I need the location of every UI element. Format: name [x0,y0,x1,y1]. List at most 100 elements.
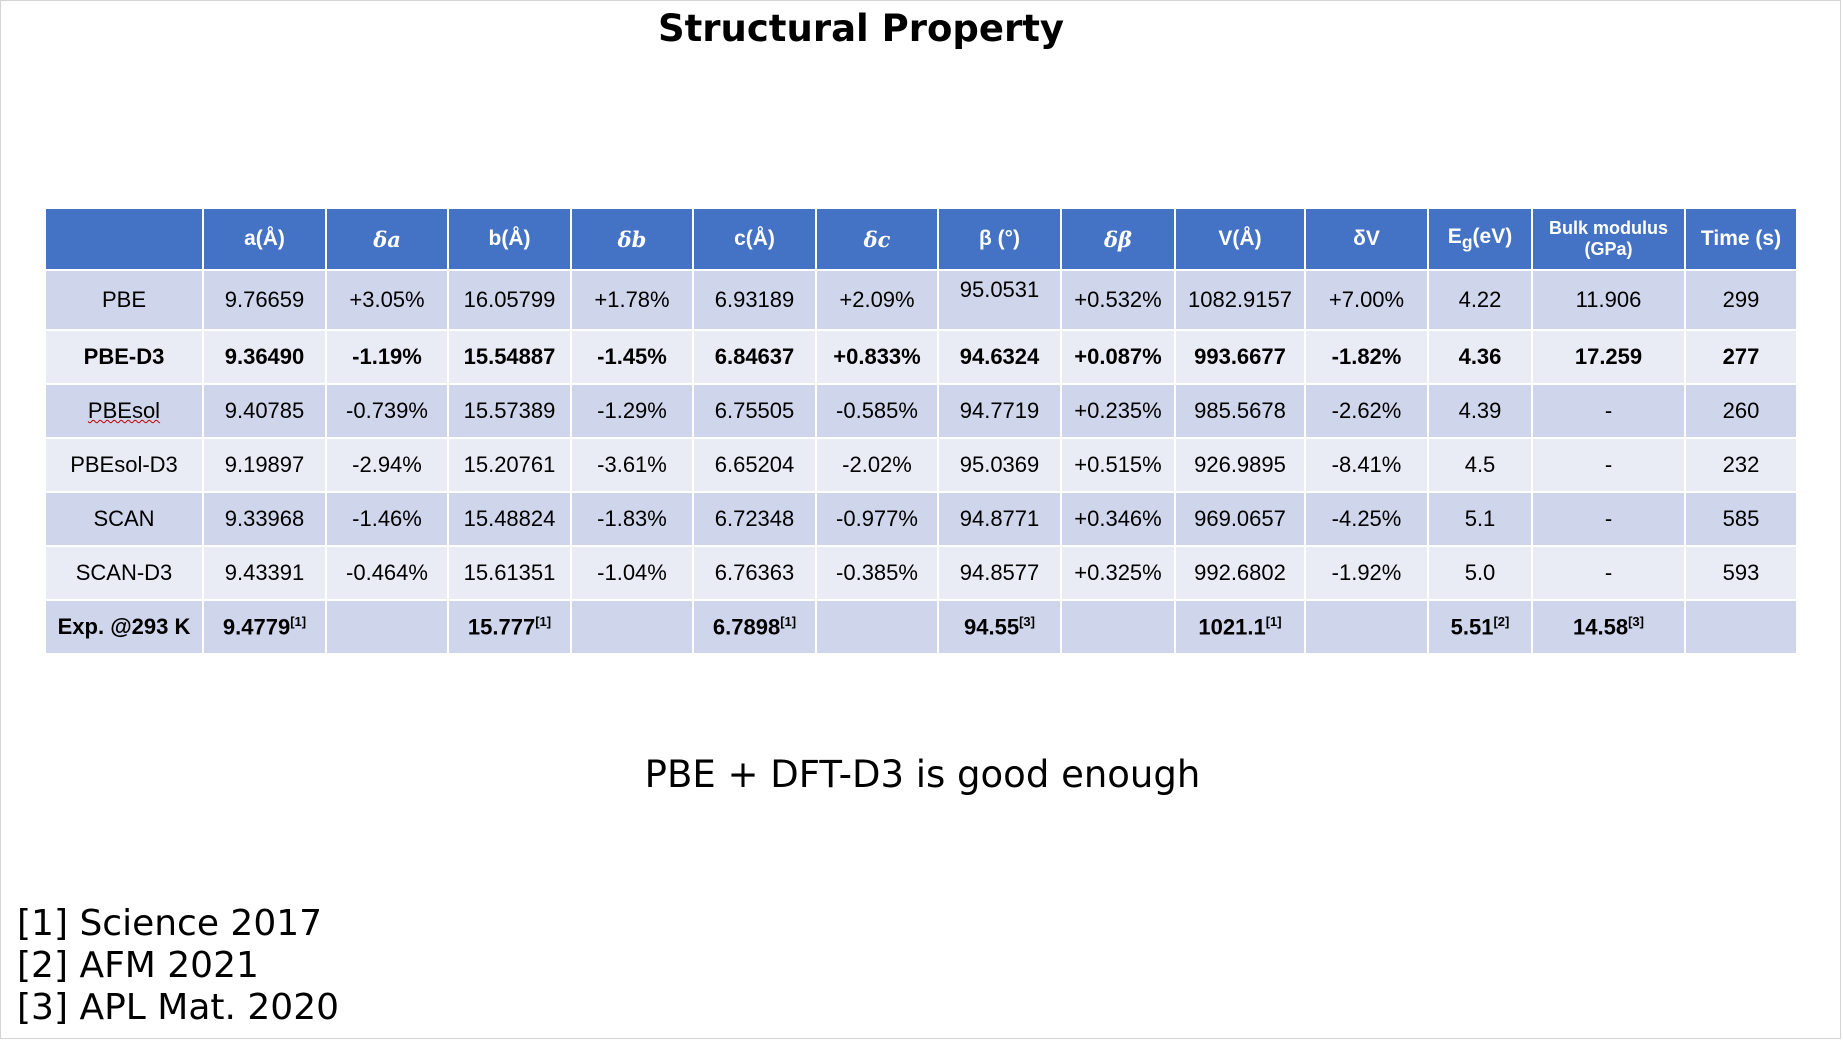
cell-dv: -1.82% [1304,329,1429,385]
cell-eg: 4.5 [1427,437,1533,493]
cell-beta: 95.0369 [937,437,1062,493]
cell-dbeta: +0.087% [1060,329,1176,385]
reference-item: [2] AFM 2021 [17,945,259,986]
cell-da: -1.19% [325,329,449,385]
reference-item: [1] Science 2017 [17,903,323,944]
header-beta: β (°) [937,207,1062,271]
cell-v: 1021.1[1] [1174,599,1306,655]
cell-v: 926.9895 [1174,437,1306,493]
cell-time: 299 [1684,269,1798,331]
cell-v: 992.6802 [1174,545,1306,601]
cell-dv [1304,599,1429,655]
cell-db: -1.29% [570,383,694,439]
cell-db: -3.61% [570,437,694,493]
cell-v: 969.0657 [1174,491,1306,547]
table-row-experiment: Exp. @293 K 9.4779[1] 15.777[1] 6.7898[1… [44,599,1798,655]
cell-eg: 5.1 [1427,491,1533,547]
cell-da [325,599,449,655]
header-delta-beta: δβ [1060,207,1176,271]
table-row-pbesol: PBEsol 9.40785 -0.739% 15.57389 -1.29% 6… [44,383,1798,439]
table-row-scan: SCAN 9.33968 -1.46% 15.48824 -1.83% 6.72… [44,491,1798,547]
cell-a: 9.76659 [202,269,327,331]
header-eg-unit: (eV) [1472,224,1513,248]
exp-b-value: 15.777 [467,614,536,640]
header-time: Time (s) [1684,207,1798,271]
cell-bulk: 11.906 [1531,269,1686,331]
cell-b: 15.48824 [447,491,572,547]
header-delta-b: δb [570,207,694,271]
cell-a: 9.33968 [202,491,327,547]
cell-db: -1.04% [570,545,694,601]
cell-dv: -4.25% [1304,491,1429,547]
cell-method: PBEsol-D3 [44,437,204,493]
cell-c: 6.65204 [692,437,817,493]
cell-c: 6.7898[1] [692,599,817,655]
cell-time: 585 [1684,491,1798,547]
cell-da: +3.05% [325,269,449,331]
cell-method: SCAN [44,491,204,547]
header-bulk-line1: Bulk modulus [1548,218,1668,239]
cell-dbeta: +0.325% [1060,545,1176,601]
cell-bulk: - [1531,383,1686,439]
cell-bulk: 17.259 [1531,329,1686,385]
table-row-pbesol-d3: PBEsol-D3 9.19897 -2.94% 15.20761 -3.61%… [44,437,1798,493]
header-b: b(Å) [447,207,572,271]
cell-db: -1.83% [570,491,694,547]
table-row-pbe: PBE 9.76659 +3.05% 16.05799 +1.78% 6.931… [44,269,1798,331]
cell-dc: +0.833% [815,329,939,385]
cell-dbeta: +0.235% [1060,383,1176,439]
table-row-pbe-d3: PBE-D3 9.36490 -1.19% 15.54887 -1.45% 6.… [44,329,1798,385]
exp-beta-ref: [3] [1019,613,1035,629]
cell-dbeta [1060,599,1176,655]
cell-dc: -0.977% [815,491,939,547]
cell-a: 9.19897 [202,437,327,493]
cell-b: 15.57389 [447,383,572,439]
cell-v: 993.6677 [1174,329,1306,385]
cell-dbeta: +0.346% [1060,491,1176,547]
cell-bulk: - [1531,545,1686,601]
header-a: a(Å) [202,207,327,271]
cell-time [1684,599,1798,655]
cell-db: -1.45% [570,329,694,385]
cell-c: 6.72348 [692,491,817,547]
cell-method: PBE-D3 [44,329,204,385]
cell-v: 985.5678 [1174,383,1306,439]
cell-dc: -0.385% [815,545,939,601]
cell-eg: 4.22 [1427,269,1533,331]
cell-dv: -1.92% [1304,545,1429,601]
header-method [44,207,204,271]
cell-bulk: 14.58[3] [1531,599,1686,655]
cell-da: -1.46% [325,491,449,547]
slide-title: Structural Property [657,7,1065,50]
cell-bulk: - [1531,491,1686,547]
cell-dc: -2.02% [815,437,939,493]
structural-property-table: a(Å) δa b(Å) δb c(Å) δc β (°) δβ V(Å) δV… [44,207,1798,655]
cell-b: 15.777[1] [447,599,572,655]
cell-v: 1082.9157 [1174,269,1306,331]
exp-v-ref: [1] [1265,613,1282,629]
cell-b: 15.61351 [447,545,572,601]
header-c: c(Å) [692,207,817,271]
header-eg-sub: g [1461,232,1473,253]
cell-eg: 4.36 [1427,329,1533,385]
cell-method: PBE [44,269,204,331]
exp-bulk-value: 14.58 [1573,614,1629,640]
exp-eg-ref: [2] [1493,613,1510,629]
cell-db [570,599,694,655]
header-eg: Eg(eV) [1427,207,1533,271]
exp-bulk-ref: [3] [1628,613,1644,629]
cell-da: -0.464% [325,545,449,601]
cell-dc: +2.09% [815,269,939,331]
header-v: V(Å) [1174,207,1306,271]
table-row-scan-d3: SCAN-D3 9.43391 -0.464% 15.61351 -1.04% … [44,545,1798,601]
header-delta-a: δa [325,207,449,271]
exp-beta-value: 94.55 [964,614,1020,640]
cell-beta: 94.7719 [937,383,1062,439]
cell-db: +1.78% [570,269,694,331]
exp-a-value: 9.4779 [222,614,291,640]
header-delta-c: δc [815,207,939,271]
cell-bulk: - [1531,437,1686,493]
cell-dv: -8.41% [1304,437,1429,493]
exp-eg-value: 5.51 [1450,614,1494,640]
cell-c: 6.84637 [692,329,817,385]
